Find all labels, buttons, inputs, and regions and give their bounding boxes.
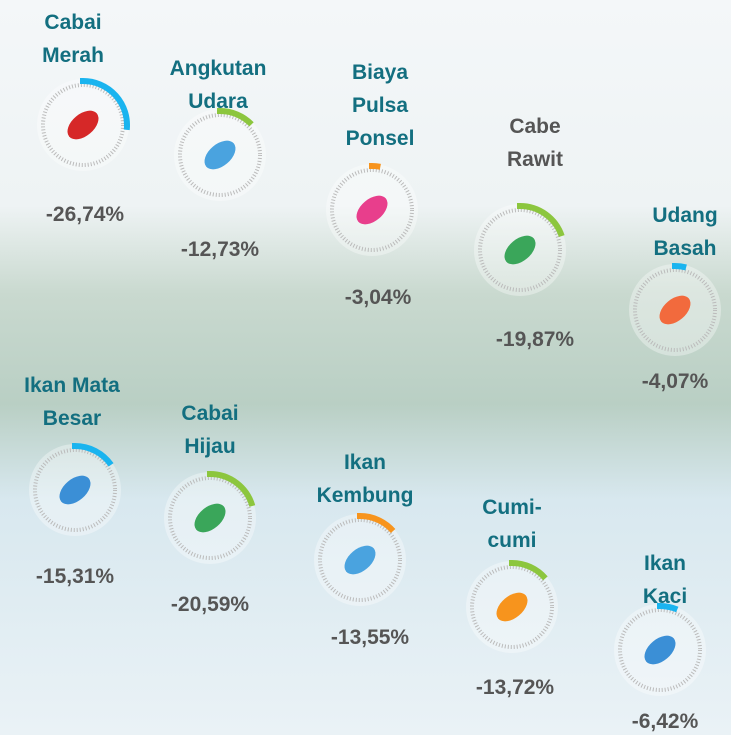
item-label: Cabe Rawit xyxy=(506,115,564,171)
item-label: Cumi- cumi xyxy=(482,496,542,552)
ring-dots xyxy=(330,168,414,252)
gauge-arc xyxy=(217,108,254,127)
ring-dots xyxy=(470,565,554,649)
icon xyxy=(644,635,676,665)
icon xyxy=(344,545,376,575)
icon xyxy=(504,235,536,265)
value-label: -15,31% xyxy=(35,565,115,588)
item-label: Biaya Pulsa Ponsel xyxy=(345,61,415,150)
item-label: Angkutan Udara xyxy=(169,57,267,113)
value-label: -12,73% xyxy=(180,238,260,261)
value-label: -3,04% xyxy=(344,286,412,309)
ring-dots xyxy=(478,208,562,292)
ring-dots xyxy=(168,476,252,560)
item-label: Ikan Kembung xyxy=(316,451,414,507)
item-label: Ikan Kaci xyxy=(642,552,688,608)
item-label: Ikan Mata Besar xyxy=(24,374,120,430)
gauge-arc xyxy=(357,513,396,534)
value-label: -4,07% xyxy=(641,370,709,393)
value-label: -6,42% xyxy=(631,710,699,733)
value-label: -20,59% xyxy=(170,593,250,616)
value-label: -13,72% xyxy=(475,676,555,699)
icon xyxy=(356,195,388,225)
ring-dots xyxy=(618,608,702,692)
item-label: Cabai Merah xyxy=(42,11,104,67)
gauge-arc xyxy=(509,560,548,581)
gauge-arc xyxy=(657,603,679,613)
gauge-arc xyxy=(72,443,114,467)
gauge-arc xyxy=(369,163,381,170)
gauge-arc xyxy=(80,78,130,131)
icon xyxy=(659,295,691,325)
ring-dots xyxy=(633,268,717,352)
icon xyxy=(194,503,226,533)
item-label: Cabai Hijau xyxy=(181,402,239,458)
icon xyxy=(496,592,528,622)
gauge-arc xyxy=(207,471,256,507)
value-label: -26,74% xyxy=(45,203,125,226)
icon xyxy=(59,475,91,505)
ring-dots xyxy=(318,518,402,602)
value-label: -13,55% xyxy=(330,626,410,649)
icon xyxy=(204,140,236,170)
gauge-arc xyxy=(517,203,565,238)
value-label: -19,87% xyxy=(495,328,575,351)
gauge-arc xyxy=(672,263,687,271)
item-label: Udang Basah xyxy=(652,204,718,260)
ring-dots xyxy=(33,448,117,532)
icon xyxy=(67,110,99,140)
ring-dots xyxy=(178,113,262,197)
ring-dots xyxy=(41,83,125,167)
